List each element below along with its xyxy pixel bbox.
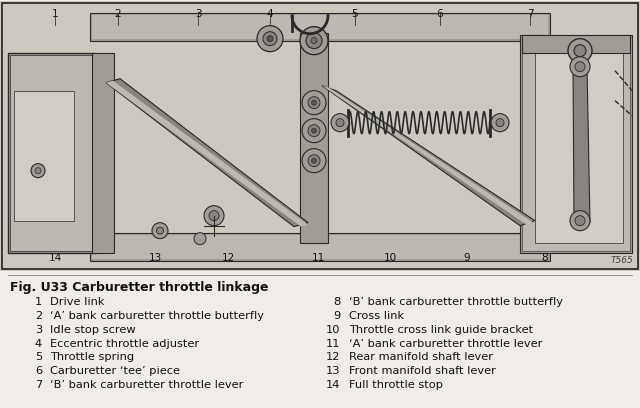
Text: Carburetter ‘tee’ piece: Carburetter ‘tee’ piece [50,366,180,376]
Circle shape [152,223,168,239]
Text: ‘B’ bank carburetter throttle butterfly: ‘B’ bank carburetter throttle butterfly [349,297,563,307]
Bar [92,235,548,259]
Circle shape [575,216,585,226]
Text: 4: 4 [267,9,273,19]
Circle shape [267,35,273,42]
Circle shape [306,33,322,49]
Circle shape [575,62,585,72]
Text: Front manifold shaft lever: Front manifold shaft lever [349,366,496,376]
Circle shape [308,97,320,109]
Circle shape [308,125,320,137]
Text: 6: 6 [436,9,444,19]
Text: 6: 6 [35,366,42,376]
Text: 11: 11 [312,253,324,263]
Bar [90,13,550,41]
Text: 5: 5 [352,9,358,19]
Text: 1: 1 [35,297,42,307]
Circle shape [308,155,320,166]
Circle shape [204,206,224,226]
Text: 13: 13 [326,366,340,376]
Text: 4: 4 [35,339,42,348]
Circle shape [574,44,586,57]
Circle shape [35,168,41,174]
Circle shape [263,32,277,46]
Text: 14: 14 [49,253,61,263]
Bar [522,37,630,251]
Text: 10: 10 [326,325,340,335]
Bar [300,33,328,243]
Polygon shape [106,79,308,227]
Circle shape [257,26,283,52]
Circle shape [311,38,317,44]
Bar [92,53,114,253]
Bar [92,15,548,39]
Text: Fig. U33 Carburetter throttle linkage: Fig. U33 Carburetter throttle linkage [10,281,269,294]
Circle shape [312,128,317,133]
Text: 8: 8 [541,253,548,263]
Text: 5: 5 [35,353,42,362]
Circle shape [31,164,45,177]
Text: 3: 3 [195,9,202,19]
Bar [535,43,623,243]
Text: ‘A’ bank carburetter throttle lever: ‘A’ bank carburetter throttle lever [349,339,542,348]
Circle shape [331,114,349,132]
Text: 1: 1 [52,9,58,19]
Circle shape [570,211,590,231]
Text: 8: 8 [333,297,340,307]
Bar [522,35,630,53]
Bar [8,53,96,253]
Text: 7: 7 [527,9,533,19]
Text: Eccentric throttle adjuster: Eccentric throttle adjuster [50,339,199,348]
Text: 11: 11 [326,339,340,348]
Text: 9: 9 [333,311,340,321]
Text: Throttle spring: Throttle spring [50,353,134,362]
Polygon shape [573,66,590,223]
Text: 12: 12 [221,253,235,263]
Text: Throttle cross link guide bracket: Throttle cross link guide bracket [349,325,533,335]
Text: 2: 2 [115,9,122,19]
Bar [520,35,632,253]
Circle shape [568,39,592,63]
Text: ‘A’ bank carburetter throttle butterfly: ‘A’ bank carburetter throttle butterfly [50,311,264,321]
Circle shape [496,119,504,126]
Circle shape [336,119,344,126]
Text: 13: 13 [148,253,162,263]
Circle shape [312,100,317,105]
Circle shape [312,158,317,163]
Text: Full throttle stop: Full throttle stop [349,380,443,390]
Polygon shape [322,86,535,226]
Bar [14,91,74,221]
Circle shape [302,91,326,115]
Polygon shape [106,81,308,227]
Bar [10,55,94,251]
Circle shape [157,227,163,234]
Text: 2: 2 [35,311,42,321]
Circle shape [300,27,328,55]
Circle shape [491,114,509,132]
Circle shape [302,119,326,143]
Circle shape [570,57,590,77]
Text: 9: 9 [464,253,470,263]
Text: 10: 10 [383,253,397,263]
Text: Cross link: Cross link [349,311,404,321]
Text: 7: 7 [35,380,42,390]
Text: T565: T565 [611,256,633,265]
Text: 12: 12 [326,353,340,362]
Text: Drive link: Drive link [50,297,104,307]
Polygon shape [322,86,535,226]
Text: 14: 14 [326,380,340,390]
Bar [90,233,550,261]
Text: ‘B’ bank carburetter throttle lever: ‘B’ bank carburetter throttle lever [50,380,243,390]
Circle shape [194,233,206,245]
Circle shape [209,211,219,221]
Text: 3: 3 [35,325,42,335]
Text: Idle stop screw: Idle stop screw [50,325,136,335]
Text: Rear manifold shaft lever: Rear manifold shaft lever [349,353,493,362]
Circle shape [302,149,326,173]
